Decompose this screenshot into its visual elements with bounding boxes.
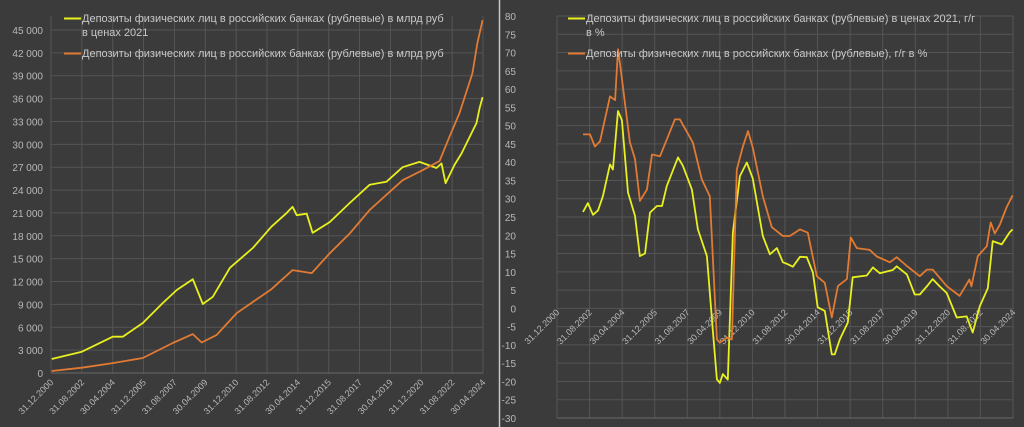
y-tick-label: 75 xyxy=(505,30,517,41)
y-tick-label: 18 000 xyxy=(12,232,43,243)
y-tick-label: -15 xyxy=(502,359,517,370)
series-line-orange xyxy=(51,19,484,372)
y-tick-label: -25 xyxy=(502,396,517,407)
y-tick-label: 30 000 xyxy=(12,140,43,151)
legend-label-line2: в % xyxy=(586,27,605,39)
y-tick-label: 15 000 xyxy=(12,255,43,266)
y-tick-label: 60 xyxy=(505,85,517,96)
series-line-yellow xyxy=(582,110,1014,384)
y-tick-label: 35 xyxy=(505,176,517,187)
y-tick-label: 25 xyxy=(505,213,517,224)
y-tick-label: 0 xyxy=(37,369,43,380)
y-tick-label: 21 000 xyxy=(12,209,43,220)
y-tick-label: 40 xyxy=(505,158,517,169)
y-tick-label: 50 xyxy=(505,122,517,133)
y-tick-label: 45 000 xyxy=(12,26,43,37)
y-tick-label: 70 xyxy=(505,49,517,60)
y-tick-label: 24 000 xyxy=(12,186,43,197)
y-tick-label: 65 xyxy=(505,67,517,78)
y-tick-label: 55 xyxy=(505,103,517,114)
y-tick-label: 39 000 xyxy=(12,72,43,83)
legend-label-line2: в ценах 2021 xyxy=(82,27,148,39)
y-tick-label: 36 000 xyxy=(12,95,43,106)
y-tick-label: 15 xyxy=(505,250,517,261)
series-line-yellow xyxy=(51,96,484,360)
y-tick-label: 10 xyxy=(505,268,517,279)
y-tick-label: 33 000 xyxy=(12,117,43,128)
y-tick-label: 3 000 xyxy=(18,346,43,357)
legend-label: Депозиты физических лиц в российских бан… xyxy=(82,48,444,60)
y-tick-label: -5 xyxy=(507,323,516,334)
y-tick-label: 42 000 xyxy=(12,49,43,60)
y-tick-label: 27 000 xyxy=(12,163,43,174)
y-tick-label: -30 xyxy=(502,414,517,425)
legend-label: Депозиты физических лиц в российских бан… xyxy=(586,48,928,60)
y-tick-label: 6 000 xyxy=(18,323,43,334)
legend-label: Депозиты физических лиц в российских бан… xyxy=(586,13,975,25)
y-tick-label: 20 xyxy=(505,231,517,242)
y-tick-label: 80 xyxy=(505,12,517,23)
y-tick-label: -10 xyxy=(502,341,517,352)
y-tick-label: 45 xyxy=(505,140,517,151)
y-tick-label: 30 xyxy=(505,195,517,206)
y-tick-label: 5 xyxy=(510,286,516,297)
legend-label: Депозиты физических лиц в российских бан… xyxy=(82,13,444,25)
series-line-orange xyxy=(583,48,1014,344)
y-tick-label: 0 xyxy=(510,304,516,315)
y-tick-label: -20 xyxy=(502,377,517,388)
y-tick-label: 12 000 xyxy=(12,278,43,289)
y-tick-label: 9 000 xyxy=(18,300,43,311)
